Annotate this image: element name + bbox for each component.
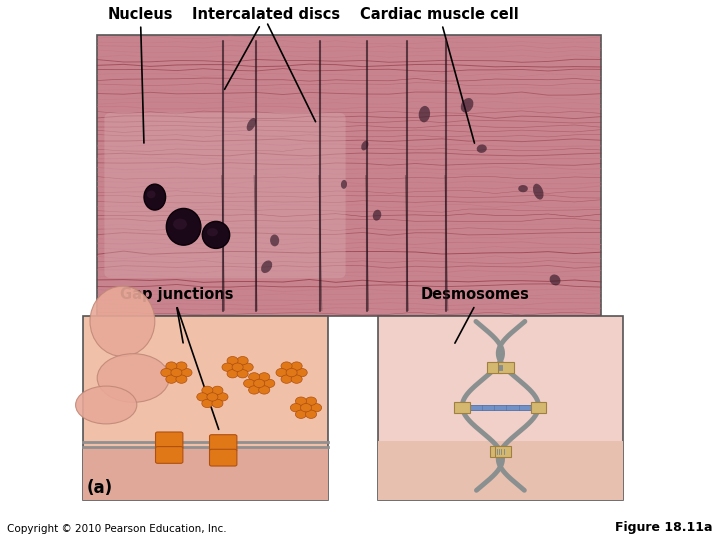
Ellipse shape	[97, 354, 169, 402]
FancyBboxPatch shape	[454, 402, 470, 413]
Circle shape	[161, 368, 172, 377]
Ellipse shape	[419, 106, 430, 123]
Ellipse shape	[144, 184, 166, 210]
Circle shape	[290, 403, 302, 412]
Circle shape	[222, 363, 233, 372]
Circle shape	[232, 363, 243, 372]
Ellipse shape	[147, 191, 156, 198]
Text: Gap junctions: Gap junctions	[120, 287, 233, 302]
Circle shape	[197, 393, 208, 401]
Circle shape	[286, 368, 297, 377]
Circle shape	[248, 386, 260, 394]
Text: Cardiac muscle cell: Cardiac muscle cell	[360, 6, 518, 143]
Circle shape	[227, 356, 238, 365]
FancyBboxPatch shape	[495, 447, 511, 457]
FancyBboxPatch shape	[83, 448, 328, 500]
Ellipse shape	[270, 234, 279, 246]
Text: (a): (a)	[86, 479, 112, 497]
FancyBboxPatch shape	[210, 449, 237, 466]
FancyBboxPatch shape	[378, 316, 623, 500]
Circle shape	[300, 403, 312, 412]
Circle shape	[258, 373, 270, 381]
Circle shape	[176, 375, 187, 383]
Ellipse shape	[173, 219, 187, 230]
Circle shape	[248, 373, 260, 381]
Circle shape	[281, 375, 292, 383]
Circle shape	[310, 403, 322, 412]
Circle shape	[166, 362, 177, 370]
Circle shape	[276, 368, 287, 377]
Ellipse shape	[373, 210, 382, 221]
FancyBboxPatch shape	[487, 362, 503, 373]
Ellipse shape	[202, 221, 230, 248]
Ellipse shape	[90, 286, 155, 356]
Circle shape	[237, 369, 248, 378]
FancyBboxPatch shape	[378, 441, 623, 500]
FancyBboxPatch shape	[531, 402, 546, 413]
Circle shape	[305, 410, 317, 418]
Circle shape	[181, 368, 192, 377]
FancyBboxPatch shape	[104, 113, 346, 278]
Circle shape	[281, 362, 292, 370]
FancyBboxPatch shape	[97, 35, 601, 316]
Text: Desmosomes: Desmosomes	[420, 287, 530, 302]
Ellipse shape	[518, 185, 528, 192]
Circle shape	[305, 397, 317, 406]
Circle shape	[295, 410, 307, 418]
Circle shape	[237, 356, 248, 365]
Circle shape	[202, 399, 213, 408]
Circle shape	[253, 379, 265, 388]
FancyBboxPatch shape	[156, 447, 183, 463]
FancyBboxPatch shape	[495, 449, 505, 454]
Circle shape	[258, 386, 270, 394]
Circle shape	[171, 368, 182, 377]
Circle shape	[243, 379, 255, 388]
Ellipse shape	[549, 274, 560, 286]
Ellipse shape	[461, 98, 473, 112]
FancyBboxPatch shape	[156, 432, 183, 449]
Circle shape	[212, 386, 223, 395]
Text: Nucleus: Nucleus	[108, 6, 173, 143]
Circle shape	[217, 393, 228, 401]
Circle shape	[242, 363, 253, 372]
FancyBboxPatch shape	[498, 362, 514, 373]
Circle shape	[291, 362, 302, 370]
FancyBboxPatch shape	[83, 316, 328, 500]
Ellipse shape	[533, 184, 544, 200]
Ellipse shape	[207, 228, 218, 237]
Circle shape	[264, 379, 275, 388]
Circle shape	[176, 362, 187, 370]
Text: Copyright © 2010 Pearson Education, Inc.: Copyright © 2010 Pearson Education, Inc.	[7, 523, 227, 534]
Circle shape	[295, 397, 307, 406]
Ellipse shape	[477, 144, 487, 153]
Text: Intercalated discs: Intercalated discs	[192, 6, 341, 90]
Ellipse shape	[261, 260, 272, 273]
FancyBboxPatch shape	[490, 447, 505, 457]
Circle shape	[291, 375, 302, 383]
Circle shape	[202, 386, 213, 395]
Ellipse shape	[76, 386, 137, 424]
Circle shape	[296, 368, 307, 377]
Circle shape	[207, 393, 218, 401]
Circle shape	[212, 399, 223, 408]
Ellipse shape	[361, 141, 369, 151]
FancyBboxPatch shape	[470, 405, 531, 410]
Circle shape	[166, 375, 177, 383]
Ellipse shape	[341, 180, 347, 189]
Text: Figure 18.11a: Figure 18.11a	[616, 521, 713, 534]
Ellipse shape	[166, 208, 201, 245]
FancyBboxPatch shape	[498, 365, 503, 370]
Ellipse shape	[247, 118, 256, 131]
FancyBboxPatch shape	[210, 435, 237, 451]
Circle shape	[227, 369, 238, 378]
